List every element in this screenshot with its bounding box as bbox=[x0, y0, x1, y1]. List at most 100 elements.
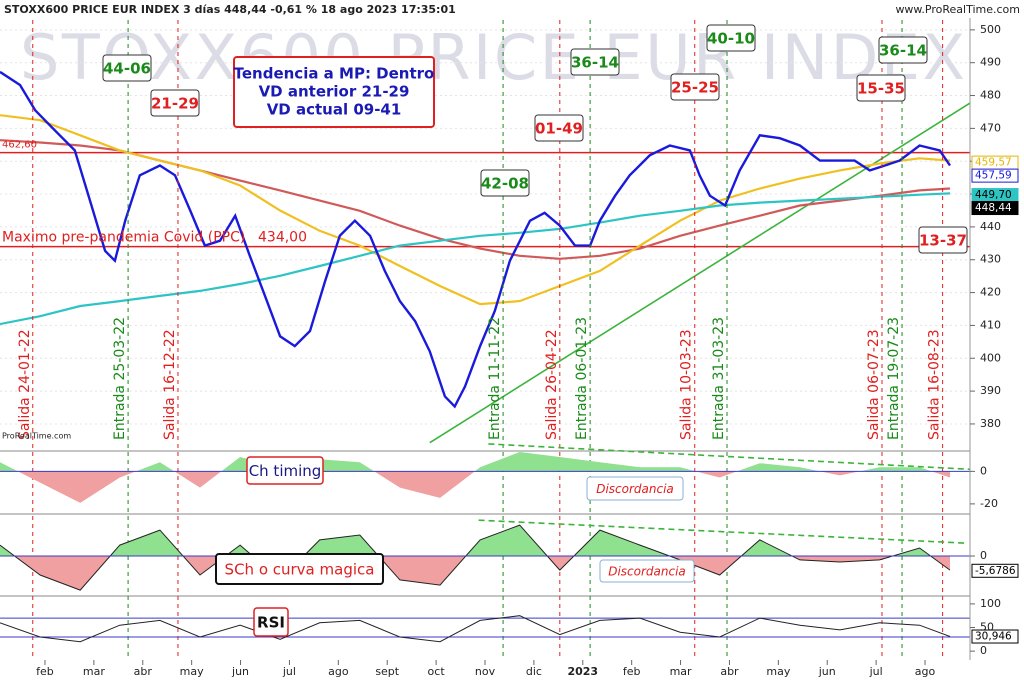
level-label: 434,00 bbox=[258, 230, 307, 246]
x-tick-label: abr bbox=[134, 665, 153, 678]
x-tick-label: abr bbox=[720, 665, 739, 678]
value-label: 448,44 bbox=[975, 202, 1012, 214]
count-label: 21-29 bbox=[151, 95, 199, 113]
panel-label: Discordancia bbox=[608, 565, 686, 579]
x-tick-label: jul bbox=[282, 665, 296, 678]
signal-label: Entrada 06-01-23 bbox=[574, 317, 590, 440]
x-tick-label: ago bbox=[328, 665, 349, 678]
osc-line bbox=[0, 524, 951, 591]
count-label: 36-14 bbox=[571, 54, 619, 72]
value-label-box bbox=[971, 168, 1019, 183]
panel-label: Discordancia bbox=[596, 482, 674, 496]
level-label: 462,60 bbox=[2, 140, 37, 151]
count-label: 25-25 bbox=[671, 79, 719, 97]
note-line: VD anterior 21-29 bbox=[259, 83, 410, 101]
chart-title: STOXX600 PRICE EUR INDEX 3 días 448,44 -… bbox=[4, 3, 456, 16]
value-label-box bbox=[971, 629, 1019, 644]
trend-line bbox=[488, 443, 971, 471]
x-tick-label: 2023 bbox=[567, 665, 598, 678]
series-line bbox=[0, 192, 951, 326]
signal-label: Entrada 25-03-22 bbox=[112, 317, 128, 440]
count-label: 15-35 bbox=[857, 80, 905, 98]
area-down bbox=[18, 471, 950, 503]
credit: ProRealTime.com bbox=[2, 432, 71, 441]
note-line: VD actual 09-41 bbox=[267, 101, 402, 119]
rsi-line bbox=[0, 615, 951, 643]
count-box bbox=[878, 36, 928, 64]
count-label: 01-49 bbox=[535, 120, 583, 138]
value-label: 449,70 bbox=[975, 189, 1012, 201]
signal-label: Salida 16-08-23 bbox=[927, 329, 943, 440]
y-tick-label: 480 bbox=[980, 89, 1001, 102]
signal-label: Salida 16-12-22 bbox=[162, 329, 178, 440]
panel-label: RSI bbox=[257, 614, 285, 632]
signal-label: Entrada 11-11-22 bbox=[487, 317, 503, 440]
value-label: -5,6786 bbox=[975, 565, 1016, 577]
signal-label: Entrada 31-03-23 bbox=[711, 317, 727, 440]
count-label: 36-14 bbox=[879, 42, 927, 60]
y-tick-label: 440 bbox=[980, 220, 1001, 233]
y-tick-label: 0 bbox=[980, 464, 987, 477]
value-label: 30,946 bbox=[975, 631, 1012, 643]
y-tick-label: 390 bbox=[980, 384, 1001, 397]
count-label: 40-10 bbox=[707, 30, 755, 48]
source: www.ProRealTime.com bbox=[895, 3, 1020, 16]
y-tick-label: 470 bbox=[980, 121, 1001, 134]
panel-label-box bbox=[246, 456, 324, 485]
signal-label: Salida 06-07-23 bbox=[866, 329, 882, 440]
series-line bbox=[0, 114, 951, 306]
y-tick-label: 380 bbox=[980, 417, 1001, 430]
x-tick-label: dic bbox=[526, 665, 542, 678]
y-tick-label: 490 bbox=[980, 56, 1001, 69]
count-box bbox=[670, 73, 720, 101]
y-tick-label: 410 bbox=[980, 318, 1001, 331]
note-line: Tendencia a MP: Dentro bbox=[234, 65, 435, 83]
count-label: 42-08 bbox=[481, 175, 529, 193]
area-up bbox=[0, 452, 950, 472]
y-tick-label: 0 bbox=[980, 549, 987, 562]
note-box bbox=[233, 56, 435, 128]
series-line bbox=[0, 70, 951, 409]
x-tick-label: ago bbox=[915, 665, 936, 678]
signal-label: Entrada 19-07-23 bbox=[886, 317, 902, 440]
signal-label: Salida 26-04-22 bbox=[544, 329, 560, 440]
count-box bbox=[150, 89, 200, 117]
y-tick-label: 100 bbox=[980, 597, 1001, 610]
x-tick-label: nov bbox=[475, 665, 496, 678]
count-box bbox=[918, 226, 968, 254]
count-box bbox=[534, 114, 584, 142]
y-tick-label: 420 bbox=[980, 286, 1001, 299]
x-tick-label: oct bbox=[428, 665, 446, 678]
count-label: 44-06 bbox=[103, 60, 151, 78]
title-bg bbox=[0, 0, 440, 18]
value-label: 457,59 bbox=[975, 170, 1012, 182]
y-tick-label: 430 bbox=[980, 253, 1001, 266]
x-tick-label: may bbox=[180, 665, 204, 678]
level-note: Maximo pre-pandemia Covid (PPC) bbox=[2, 230, 245, 246]
x-tick-label: jul bbox=[869, 665, 883, 678]
value-label: 459,57 bbox=[975, 157, 1012, 169]
count-box bbox=[570, 48, 620, 76]
panel-label: Ch timing bbox=[249, 462, 322, 480]
axis-panel bbox=[970, 0, 1024, 683]
plot-layer bbox=[0, 20, 971, 660]
count-box bbox=[102, 54, 152, 82]
x-tick-label: jun bbox=[818, 665, 836, 678]
count-box bbox=[480, 169, 530, 197]
count-label: 13-37 bbox=[919, 232, 967, 250]
x-tick-label: sept bbox=[375, 665, 399, 678]
signal-label: Salida 24-01-22 bbox=[17, 329, 33, 440]
area-down bbox=[0, 556, 950, 591]
value-label-box bbox=[971, 563, 1019, 578]
panel-label-box bbox=[215, 553, 384, 585]
y-tick-label: -20 bbox=[980, 497, 998, 510]
x-tick-label: mar bbox=[670, 665, 692, 678]
x-tick-label: may bbox=[766, 665, 790, 678]
x-tick-label: feb bbox=[36, 665, 54, 678]
panel-label-box bbox=[586, 476, 684, 501]
x-tick-label: feb bbox=[623, 665, 641, 678]
signal-label: Salida 10-03-23 bbox=[679, 329, 695, 440]
trend-line bbox=[478, 519, 966, 544]
y-tick-label: 400 bbox=[980, 351, 1001, 364]
